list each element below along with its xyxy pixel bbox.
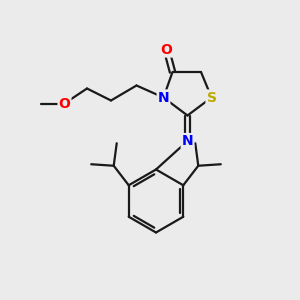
Text: O: O <box>160 43 172 56</box>
Text: N: N <box>158 91 169 104</box>
Text: S: S <box>206 91 217 104</box>
Text: O: O <box>58 97 70 110</box>
Text: N: N <box>182 134 193 148</box>
